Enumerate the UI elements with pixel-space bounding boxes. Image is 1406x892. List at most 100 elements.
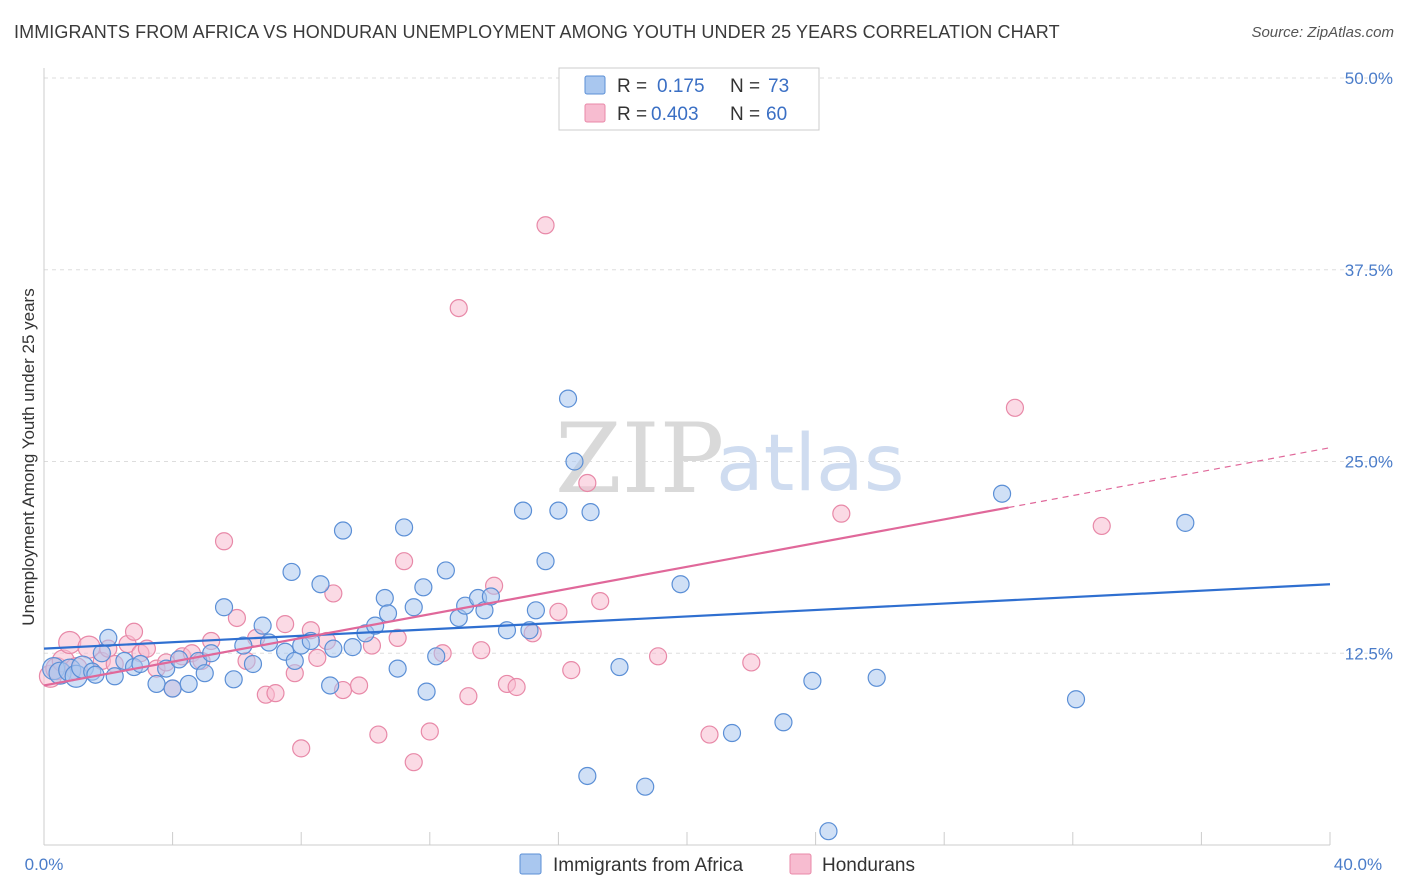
legend-n-label-honduran: N = bbox=[730, 104, 760, 125]
y-tick-label-0: 12.5% bbox=[1345, 644, 1393, 663]
honduran-point-54 bbox=[648, 647, 668, 666]
africa-point-63 bbox=[610, 657, 629, 677]
honduran-point-28 bbox=[292, 739, 311, 758]
honduran-point-44 bbox=[472, 641, 491, 660]
africa-point-46 bbox=[427, 647, 446, 666]
source-label: Source: ZipAtlas.com bbox=[1251, 24, 1394, 41]
africa-point-21 bbox=[214, 598, 234, 617]
africa-point-29 bbox=[285, 651, 304, 671]
y-tick-label-3: 50.0% bbox=[1345, 69, 1393, 88]
y-axis-label: Unemployment Among Youth under 25 years bbox=[19, 288, 38, 625]
africa-point-61 bbox=[578, 766, 597, 786]
honduran-point-59 bbox=[1092, 516, 1111, 536]
africa-point-43 bbox=[404, 598, 423, 617]
africa-point-17 bbox=[179, 674, 198, 694]
honduran-point-53 bbox=[591, 591, 610, 611]
africa-point-73 bbox=[1176, 513, 1195, 532]
grid bbox=[44, 77, 1395, 654]
africa-point-22 bbox=[224, 670, 243, 689]
africa-point-28 bbox=[282, 562, 301, 582]
honduran-point-47 bbox=[507, 677, 526, 697]
africa-point-41 bbox=[388, 659, 407, 678]
honduran-point-10 bbox=[124, 622, 144, 641]
africa-point-71 bbox=[992, 484, 1012, 503]
africa-point-39 bbox=[375, 588, 394, 608]
africa-point-54 bbox=[513, 501, 533, 520]
africa-point-8 bbox=[99, 628, 118, 648]
legend-r-label-africa: R = bbox=[617, 76, 647, 97]
africa-point-60 bbox=[565, 452, 584, 471]
africa-point-45 bbox=[417, 682, 436, 701]
x-axis-ticks bbox=[43, 832, 1331, 845]
africa-point-66 bbox=[722, 723, 742, 743]
trend-line-honduran bbox=[43, 506, 1009, 687]
honduran-point-49 bbox=[536, 216, 555, 235]
bottom-legend-label-africa: Immigrants from Africa bbox=[553, 855, 743, 876]
africa-point-7 bbox=[92, 644, 111, 663]
legend-r-value-honduran: 0.403 bbox=[651, 104, 699, 125]
honduran-point-30 bbox=[308, 648, 327, 667]
honduran-point-40 bbox=[420, 722, 439, 741]
africa-point-24 bbox=[243, 654, 263, 674]
legend-n-value-africa: 73 bbox=[768, 76, 789, 97]
series-africa-points bbox=[42, 389, 1195, 841]
africa-point-32 bbox=[311, 575, 330, 594]
bottom-legend-label-honduran: Hondurans bbox=[822, 855, 915, 876]
africa-point-62 bbox=[581, 503, 600, 522]
honduran-point-55 bbox=[700, 725, 719, 744]
honduran-point-51 bbox=[562, 661, 581, 680]
africa-point-72 bbox=[1066, 690, 1086, 709]
africa-point-68 bbox=[803, 671, 822, 690]
honduran-point-56 bbox=[742, 653, 761, 672]
honduran-point-57 bbox=[832, 504, 851, 523]
honduran-point-34 bbox=[349, 676, 369, 695]
trend-line-honduran-extension bbox=[1008, 447, 1331, 509]
africa-point-64 bbox=[636, 777, 655, 796]
y-tick-labels: 12.5% 25.0% 37.5% 50.0% bbox=[1345, 69, 1393, 663]
honduran-point-21 bbox=[227, 608, 246, 628]
africa-point-57 bbox=[536, 552, 555, 571]
africa-point-65 bbox=[671, 575, 690, 594]
bottom-legend-swatch-honduran bbox=[789, 853, 812, 875]
trend-lines bbox=[43, 447, 1331, 687]
bottom-legend: Immigrants from Africa Hondurans bbox=[519, 853, 915, 876]
africa-point-15 bbox=[163, 679, 182, 698]
legend-swatch-africa bbox=[584, 75, 606, 95]
chart-title: IMMIGRANTS FROM AFRICA VS HONDURAN UNEMP… bbox=[14, 22, 1060, 42]
africa-point-25 bbox=[253, 616, 272, 635]
honduran-point-25 bbox=[266, 684, 285, 703]
africa-point-52 bbox=[481, 587, 500, 606]
africa-point-47 bbox=[436, 561, 455, 580]
honduran-point-32 bbox=[324, 584, 343, 603]
honduran-point-58 bbox=[1005, 398, 1025, 417]
honduran-point-50 bbox=[549, 602, 568, 621]
watermark-atlas: atlas bbox=[716, 419, 905, 509]
africa-point-67 bbox=[774, 713, 793, 732]
legend-swatch-honduran bbox=[584, 103, 606, 123]
x-tick-label-min: 0.0% bbox=[25, 855, 64, 874]
africa-point-70 bbox=[867, 668, 886, 687]
trend-line-africa bbox=[43, 583, 1331, 650]
honduran-point-39 bbox=[404, 753, 423, 772]
africa-point-55 bbox=[520, 621, 539, 640]
africa-point-59 bbox=[558, 389, 578, 408]
honduran-point-38 bbox=[394, 552, 414, 571]
africa-point-36 bbox=[343, 638, 362, 657]
africa-point-42 bbox=[394, 518, 414, 537]
legend-n-label-africa: N = bbox=[730, 76, 760, 97]
africa-point-58 bbox=[549, 501, 568, 520]
honduran-point-20 bbox=[214, 532, 234, 551]
y-tick-label-2: 37.5% bbox=[1345, 261, 1393, 280]
x-tick-label-max: 40.0% bbox=[1334, 855, 1382, 874]
legend-r-value-africa: 0.175 bbox=[657, 76, 705, 97]
honduran-point-36 bbox=[369, 725, 388, 744]
legend-n-value-honduran: 60 bbox=[766, 104, 787, 125]
honduran-point-52 bbox=[578, 473, 597, 493]
africa-point-35 bbox=[333, 521, 353, 540]
africa-point-69 bbox=[819, 822, 838, 841]
africa-point-12 bbox=[131, 654, 150, 674]
honduran-point-43 bbox=[459, 687, 478, 706]
africa-point-13 bbox=[147, 674, 166, 694]
legend-r-label-honduran: R = bbox=[617, 104, 647, 125]
